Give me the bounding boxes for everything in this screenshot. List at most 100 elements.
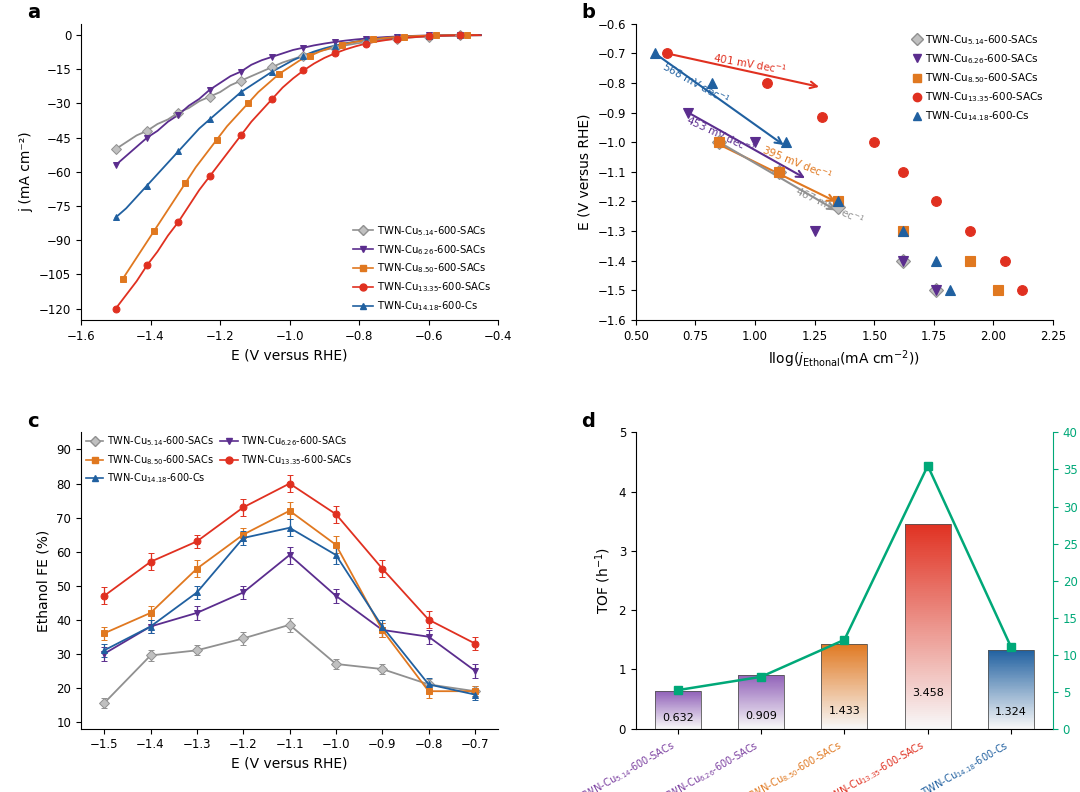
- Bar: [988, 713, 1034, 714]
- X-axis label: E (V versus RHE): E (V versus RHE): [231, 348, 348, 362]
- Bar: [988, 693, 1034, 694]
- Bar: [988, 660, 1034, 661]
- Text: b: b: [582, 3, 595, 22]
- Bar: [905, 672, 950, 673]
- Bar: [905, 565, 950, 567]
- Bar: [822, 682, 867, 683]
- Bar: [905, 527, 950, 530]
- Bar: [988, 687, 1034, 688]
- Bar: [988, 694, 1034, 695]
- Bar: [988, 666, 1034, 667]
- Bar: [905, 704, 950, 706]
- Bar: [905, 626, 950, 628]
- Bar: [822, 683, 867, 684]
- Bar: [905, 538, 950, 540]
- Bar: [905, 596, 950, 597]
- Bar: [905, 634, 950, 637]
- Bar: [822, 707, 867, 708]
- Bar: [905, 661, 950, 663]
- Bar: [822, 720, 867, 721]
- Bar: [822, 710, 867, 712]
- Bar: [822, 669, 867, 670]
- Bar: [905, 610, 950, 612]
- Bar: [988, 665, 1034, 666]
- Bar: [988, 656, 1034, 657]
- Bar: [822, 715, 867, 716]
- Bar: [988, 683, 1034, 684]
- Bar: [905, 561, 950, 563]
- Bar: [822, 666, 867, 667]
- Bar: [905, 554, 950, 557]
- Bar: [822, 644, 867, 645]
- Bar: [822, 699, 867, 700]
- Bar: [822, 647, 867, 648]
- Bar: [988, 727, 1034, 728]
- Bar: [905, 524, 950, 526]
- Bar: [822, 668, 867, 669]
- Bar: [988, 705, 1034, 706]
- Bar: [988, 651, 1034, 652]
- Bar: [988, 723, 1034, 724]
- Bar: [988, 679, 1034, 680]
- Bar: [905, 649, 950, 651]
- Bar: [988, 677, 1034, 678]
- Bar: [988, 686, 1034, 687]
- Bar: [822, 658, 867, 659]
- Bar: [905, 620, 950, 623]
- Bar: [905, 612, 950, 614]
- Bar: [738, 675, 784, 729]
- Bar: [822, 727, 867, 728]
- Bar: [905, 696, 950, 698]
- Bar: [988, 728, 1034, 729]
- Bar: [905, 690, 950, 691]
- Text: c: c: [27, 412, 39, 431]
- Bar: [905, 725, 950, 726]
- Bar: [822, 709, 867, 710]
- Bar: [988, 708, 1034, 709]
- Bar: [822, 649, 867, 650]
- Bar: [822, 676, 867, 677]
- Bar: [988, 670, 1034, 671]
- Bar: [988, 669, 1034, 670]
- Bar: [988, 692, 1034, 693]
- Bar: [905, 721, 950, 722]
- Bar: [988, 718, 1034, 719]
- Bar: [822, 657, 867, 658]
- Legend: TWN-Cu$_{5.14}$-600-SACs, TWN-Cu$_{6.26}$-600-SACs, TWN-Cu$_{8.50}$-600-SACs, TW: TWN-Cu$_{5.14}$-600-SACs, TWN-Cu$_{6.26}…: [908, 29, 1048, 128]
- Bar: [988, 696, 1034, 697]
- Bar: [822, 675, 867, 676]
- Bar: [822, 704, 867, 705]
- Bar: [905, 628, 950, 630]
- X-axis label: E (V versus RHE): E (V versus RHE): [231, 757, 348, 771]
- Bar: [988, 662, 1034, 663]
- Bar: [905, 558, 950, 561]
- Bar: [905, 642, 950, 645]
- Bar: [905, 681, 950, 683]
- Text: 401 mV dec$^{-1}$: 401 mV dec$^{-1}$: [712, 51, 787, 77]
- Bar: [988, 678, 1034, 679]
- Bar: [905, 540, 950, 543]
- Bar: [988, 709, 1034, 710]
- Bar: [822, 665, 867, 666]
- Bar: [905, 614, 950, 616]
- Bar: [822, 691, 867, 692]
- Bar: [822, 661, 867, 662]
- Bar: [905, 638, 950, 641]
- Bar: [822, 673, 867, 674]
- Bar: [988, 681, 1034, 682]
- Bar: [822, 662, 867, 663]
- Bar: [822, 708, 867, 709]
- Bar: [988, 663, 1034, 664]
- Bar: [822, 713, 867, 714]
- Bar: [822, 687, 867, 688]
- Bar: [988, 685, 1034, 686]
- Bar: [905, 691, 950, 694]
- Bar: [905, 676, 950, 677]
- Bar: [905, 712, 950, 714]
- Bar: [822, 694, 867, 695]
- Bar: [905, 653, 950, 655]
- Bar: [905, 694, 950, 696]
- Bar: [988, 720, 1034, 721]
- Bar: [988, 687, 1034, 688]
- Bar: [822, 680, 867, 681]
